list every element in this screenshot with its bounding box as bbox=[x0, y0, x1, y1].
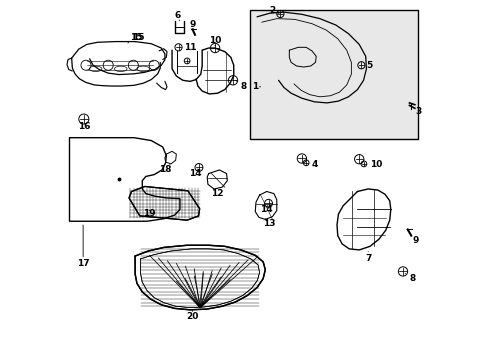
Text: 7: 7 bbox=[364, 254, 371, 263]
Text: 13: 13 bbox=[262, 219, 275, 228]
Text: 9: 9 bbox=[411, 237, 418, 246]
Text: 14: 14 bbox=[259, 205, 272, 214]
Text: 15: 15 bbox=[131, 33, 144, 42]
Text: 10: 10 bbox=[369, 161, 382, 170]
Text: 18: 18 bbox=[159, 165, 171, 174]
Text: 15: 15 bbox=[130, 33, 142, 42]
Text: 19: 19 bbox=[143, 209, 156, 218]
Text: 11: 11 bbox=[183, 43, 196, 52]
Text: 6: 6 bbox=[174, 11, 181, 20]
Text: 5: 5 bbox=[366, 61, 372, 70]
Text: 17: 17 bbox=[77, 259, 89, 268]
Text: 1: 1 bbox=[252, 82, 258, 91]
Text: 3: 3 bbox=[414, 107, 421, 116]
Text: 2: 2 bbox=[269, 6, 275, 15]
Text: 10: 10 bbox=[208, 36, 221, 45]
Text: 14: 14 bbox=[188, 169, 201, 178]
Text: 9: 9 bbox=[189, 19, 195, 28]
Text: 20: 20 bbox=[186, 312, 198, 321]
Bar bbox=[249, 10, 418, 139]
Text: 8: 8 bbox=[408, 274, 415, 283]
Text: 4: 4 bbox=[311, 161, 318, 170]
Text: 16: 16 bbox=[78, 122, 90, 131]
Text: 8: 8 bbox=[240, 82, 246, 91]
Text: 12: 12 bbox=[210, 189, 223, 198]
